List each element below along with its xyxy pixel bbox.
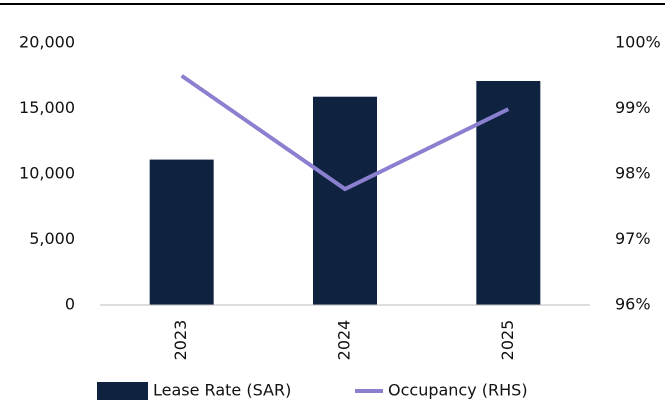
y-tick-label: 0 [65,295,75,314]
bar [476,80,541,306]
legend-label: Occupancy (RHS) [388,381,528,400]
y2-tick-label: 96% [615,295,651,314]
y2-tick-label: 98% [615,164,651,183]
y-tick-label: 5,000 [29,229,75,248]
x-tick-label: 2023 [171,320,190,361]
x-tick-label: 2025 [498,320,517,361]
y-tick-label: 15,000 [19,98,75,117]
x-tick-label: 2024 [335,320,354,361]
bar [313,96,377,306]
legend-swatch [97,382,148,400]
y2-tick-label: 100% [615,33,661,52]
y2-tick-label: 97% [615,229,651,248]
y-tick-label: 20,000 [19,33,75,52]
line [180,74,510,192]
y-tick-label: 10,000 [19,164,75,183]
bar [149,159,214,305]
y2-tick-label: 99% [615,98,651,117]
legend-label: Lease Rate (SAR) [153,381,291,400]
